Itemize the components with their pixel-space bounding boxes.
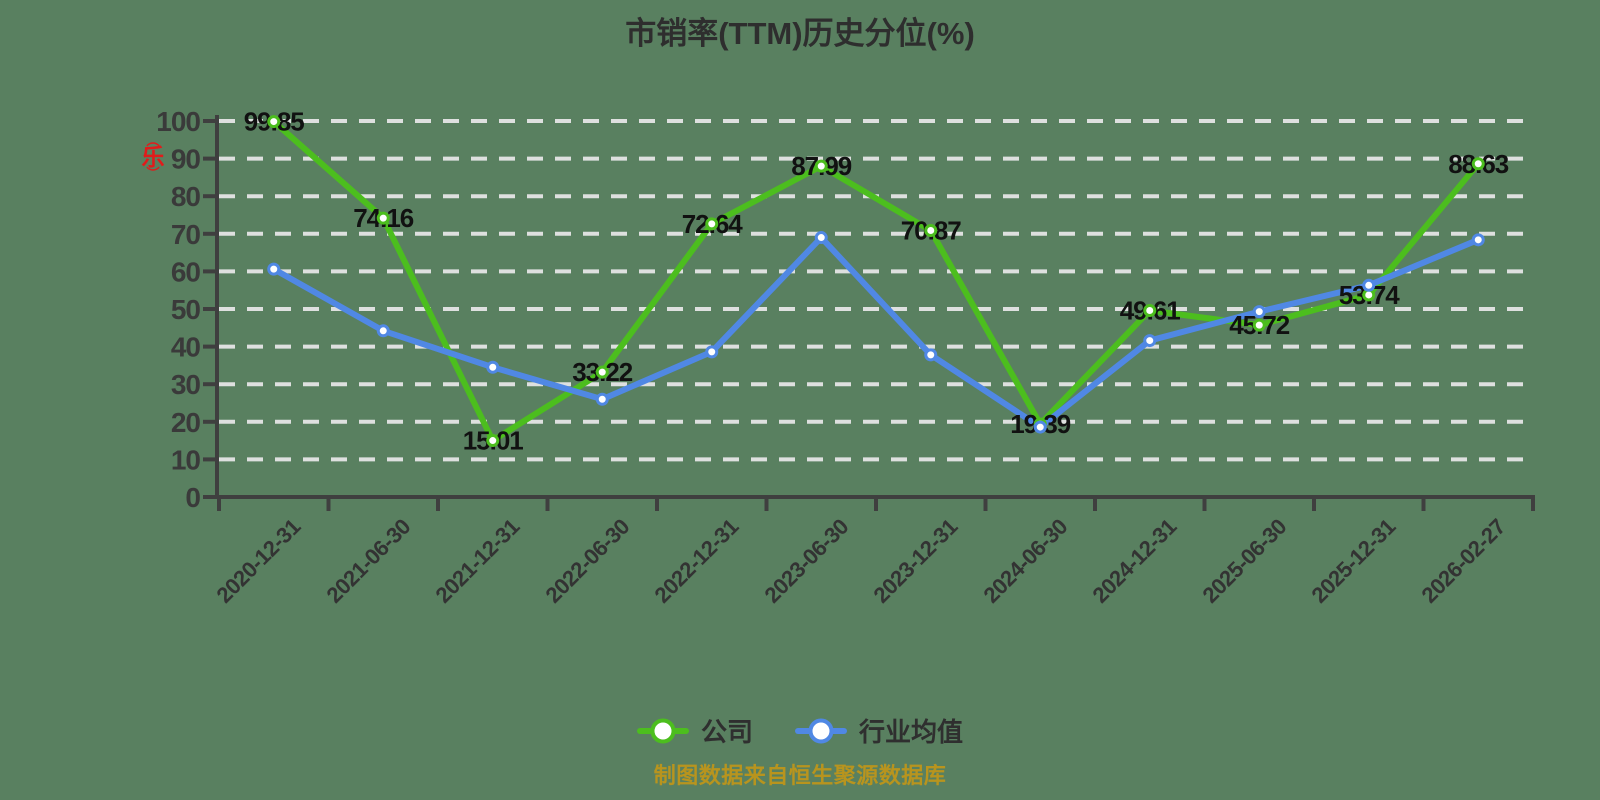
watermark-curve-bottom: ︶ — [146, 166, 160, 181]
company-point[interactable] — [486, 434, 500, 448]
company-point[interactable] — [267, 115, 281, 129]
y-axis-label: 40 — [171, 332, 201, 363]
company-point[interactable] — [814, 159, 828, 173]
y-axis-label: 100 — [156, 106, 200, 137]
industry-point[interactable] — [595, 392, 609, 406]
watermark-logo: ︵ 乐 ︶ — [134, 133, 172, 181]
company-line — [270, 118, 1482, 444]
company-point[interactable] — [1143, 303, 1157, 317]
y-axis-label: 50 — [171, 294, 201, 325]
company-point[interactable] — [595, 365, 609, 379]
industry-point[interactable] — [267, 262, 281, 276]
industry-point[interactable] — [1362, 278, 1376, 292]
legend-label-industry-average: 行业均值 — [859, 717, 964, 747]
industry-point[interactable] — [814, 231, 828, 245]
industry-point[interactable] — [705, 345, 719, 359]
industry-line — [270, 234, 1482, 431]
industry-point[interactable] — [376, 324, 390, 338]
industry-point[interactable] — [1471, 233, 1485, 247]
legend: 公司 行业均值 — [0, 712, 1600, 749]
company-point[interactable] — [1252, 318, 1266, 332]
watermark-character: 乐 — [141, 144, 165, 170]
y-axis-label: 10 — [171, 444, 201, 475]
industry-point[interactable] — [1143, 334, 1157, 348]
company-series-swatch — [636, 718, 689, 743]
company-point[interactable] — [1471, 157, 1485, 171]
company-point[interactable] — [705, 217, 719, 231]
y-axis-label: 60 — [171, 256, 201, 287]
y-axis-label: 70 — [171, 219, 201, 250]
legend-item-industry-average[interactable]: 行业均值 — [795, 712, 963, 749]
legend-label-company: 公司 — [700, 717, 753, 747]
y-axis-label: 0 — [185, 482, 200, 513]
company-point[interactable] — [376, 211, 390, 225]
y-axis-label: 20 — [171, 407, 201, 438]
legend-item-company[interactable]: 公司 — [636, 712, 753, 749]
industry-series-marker-icon — [808, 718, 834, 743]
industry-point[interactable] — [1252, 305, 1266, 319]
industry-point[interactable] — [924, 348, 938, 362]
y-axis-label: 90 — [171, 144, 201, 175]
y-axis-label: 30 — [171, 369, 201, 400]
industry-point[interactable] — [486, 360, 500, 374]
watermark-curve-top: ︵ — [146, 133, 160, 148]
y-axis-label: 80 — [171, 181, 201, 212]
data-source-note: 制图数据来自恒生聚源数据库 — [653, 763, 947, 788]
chart-title: 市销率(TTM)历史分位(%) — [625, 16, 975, 51]
industry-series-swatch — [795, 718, 847, 743]
industry-point[interactable] — [1033, 420, 1047, 434]
company-series-marker-icon — [650, 718, 676, 743]
company-point[interactable] — [924, 224, 938, 238]
